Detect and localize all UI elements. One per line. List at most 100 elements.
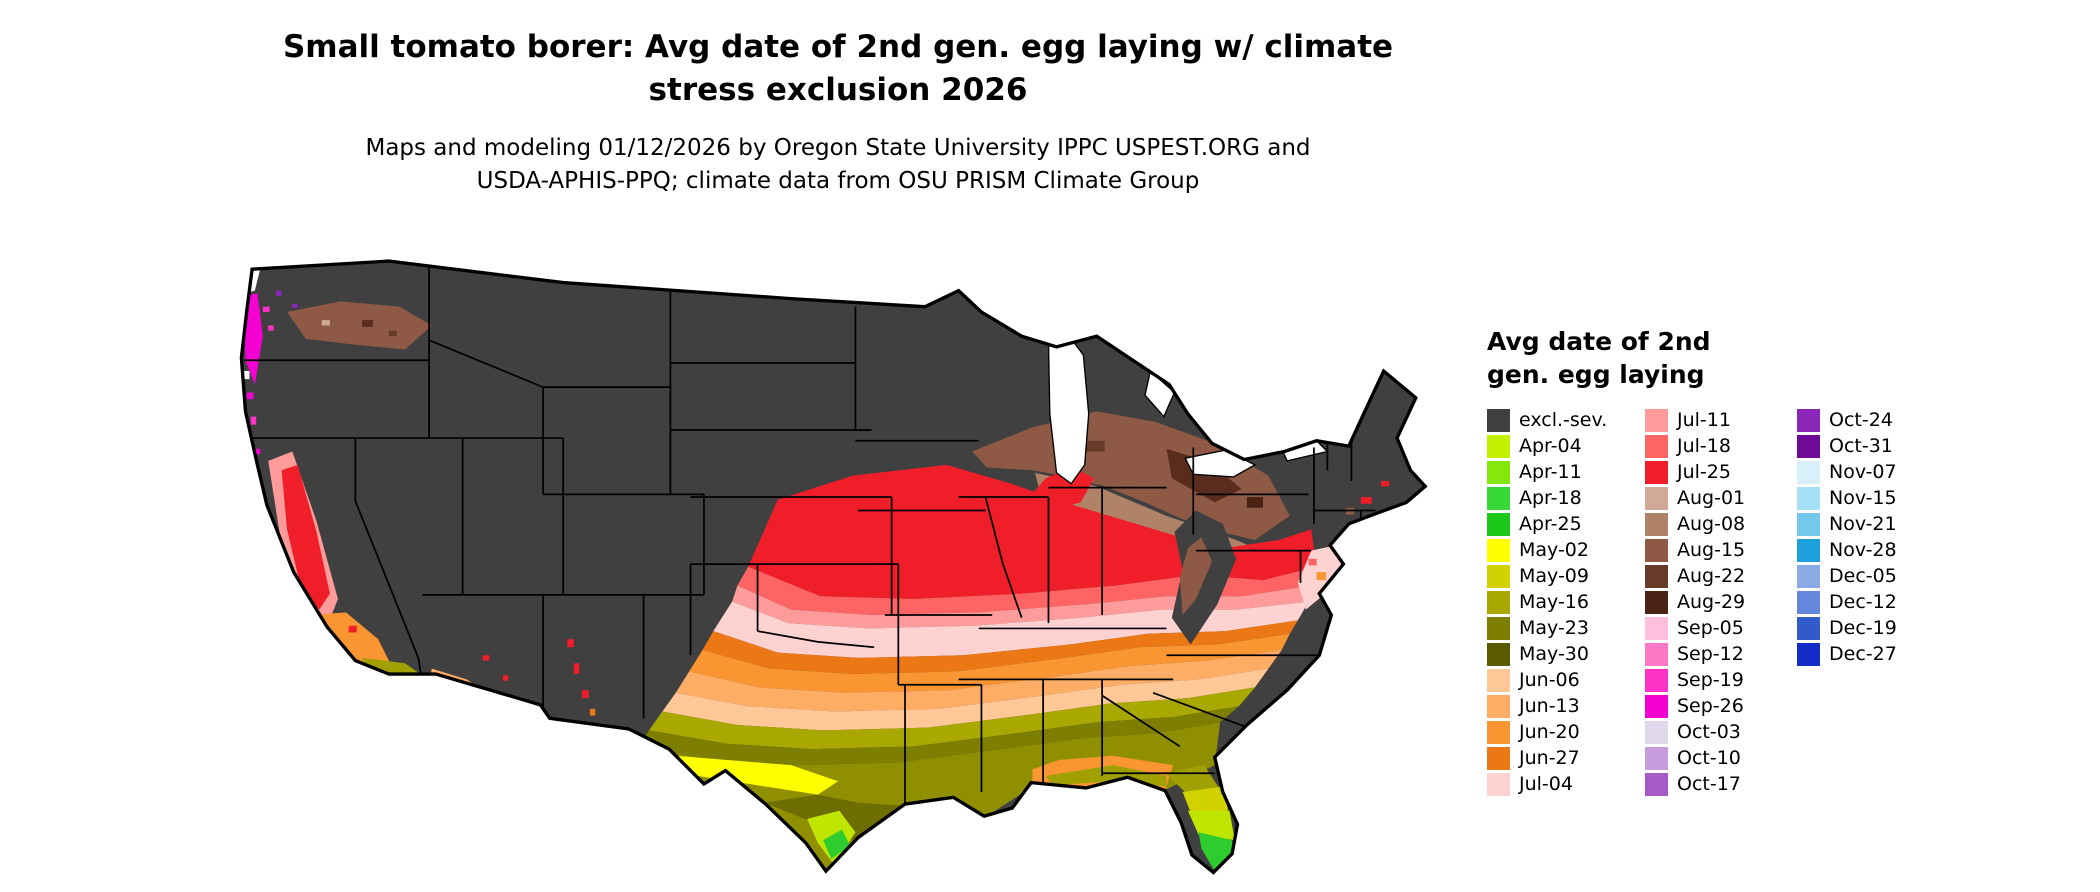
legend-swatch	[1645, 616, 1668, 640]
legend-label: Jun-27	[1519, 747, 1580, 769]
legend-swatch	[1797, 486, 1820, 510]
legend-swatch	[1487, 434, 1510, 458]
legend-label: May-16	[1519, 591, 1589, 613]
legend-swatch	[1645, 642, 1668, 666]
legend-entry: Oct-03	[1645, 719, 1797, 745]
legend-column-2: Jul-11 Jul-18 Jul-25 Aug-01 Aug-08 Aug-15 Aug-…	[1645, 407, 1797, 797]
legend-entry: May-30	[1487, 641, 1645, 667]
legend-swatch	[1797, 460, 1820, 484]
legend-label: May-30	[1519, 643, 1589, 665]
legend-entry: Jun-20	[1487, 719, 1645, 745]
legend-entry: Oct-24	[1797, 407, 1897, 433]
legend-label: Jul-18	[1677, 435, 1731, 457]
legend-entry: May-09	[1487, 563, 1645, 589]
legend-swatch	[1645, 746, 1668, 770]
legend-swatch	[1487, 460, 1510, 484]
legend-label: Oct-10	[1677, 747, 1741, 769]
legend-swatch	[1487, 720, 1510, 744]
legend-swatch	[1487, 616, 1510, 640]
legend-entry: Apr-18	[1487, 485, 1645, 511]
legend-entry: Nov-21	[1797, 511, 1897, 537]
legend-label: Sep-12	[1677, 643, 1744, 665]
page-subtitle: Maps and modeling 01/12/2026 by Oregon S…	[0, 132, 1676, 199]
legend-swatch	[1487, 772, 1510, 796]
legend-label: excl.-sev.	[1519, 409, 1608, 431]
legend-entry: Dec-05	[1797, 563, 1897, 589]
legend-label: Aug-08	[1677, 513, 1746, 535]
legend-title-line2: gen. egg laying	[1487, 359, 1705, 389]
legend-entry: Jun-13	[1487, 693, 1645, 719]
legend-label: May-23	[1519, 617, 1589, 639]
legend-swatch	[1645, 434, 1668, 458]
map-color-bands	[638, 411, 1390, 873]
legend-label: Aug-29	[1677, 591, 1746, 613]
map-legend: Avg date of 2nd gen. egg laying excl.-se…	[1487, 326, 2087, 797]
legend-swatch	[1487, 590, 1510, 614]
legend-swatch	[1797, 512, 1820, 536]
legend-swatch	[1797, 616, 1820, 640]
legend-swatch	[1797, 434, 1820, 458]
legend-entry: May-16	[1487, 589, 1645, 615]
legend-label: Oct-17	[1677, 773, 1741, 795]
legend-swatch	[1645, 772, 1668, 796]
legend-title-line1: Avg date of 2nd	[1487, 327, 1711, 356]
legend-entry: Aug-22	[1645, 563, 1797, 589]
legend-label: Oct-31	[1829, 435, 1893, 457]
legend-entry: Dec-27	[1797, 641, 1897, 667]
us-map	[228, 212, 1448, 884]
legend-entry: Jun-06	[1487, 667, 1645, 693]
legend-swatch	[1645, 590, 1668, 614]
legend-entry: Apr-25	[1487, 511, 1645, 537]
legend-label: Jun-13	[1519, 695, 1580, 717]
page-subtitle-line2: USDA-APHIS-PPQ; climate data from OSU PR…	[476, 167, 1200, 194]
legend-label: Sep-26	[1677, 695, 1744, 717]
legend-label: Apr-18	[1519, 487, 1582, 509]
legend-entry: Jun-27	[1487, 745, 1645, 771]
legend-swatch	[1487, 512, 1510, 536]
legend-swatch	[1487, 746, 1510, 770]
legend-swatch	[1645, 564, 1668, 588]
legend-swatch	[1797, 642, 1820, 666]
great-lakes	[1047, 332, 1329, 485]
legend-entry: Aug-15	[1645, 537, 1797, 563]
legend-entry: Sep-26	[1645, 693, 1797, 719]
legend-swatch	[1797, 564, 1820, 588]
legend-entry: Nov-28	[1797, 537, 1897, 563]
legend-swatch	[1645, 694, 1668, 718]
legend-swatch	[1487, 694, 1510, 718]
legend-column-1: excl.-sev. Apr-04 Apr-11 Apr-18 Apr-25 May-02…	[1487, 407, 1645, 797]
legend-entry: Sep-05	[1645, 615, 1797, 641]
legend-swatch	[1645, 486, 1668, 510]
legend-entry: Jul-04	[1487, 771, 1645, 797]
legend-swatch	[1487, 486, 1510, 510]
legend-swatch	[1645, 720, 1668, 744]
legend-entry: Jul-18	[1645, 433, 1797, 459]
legend-label: Apr-04	[1519, 435, 1582, 457]
legend-label: May-02	[1519, 539, 1589, 561]
legend-label: Aug-22	[1677, 565, 1746, 587]
legend-label: Nov-15	[1829, 487, 1897, 509]
legend-entry: Dec-12	[1797, 589, 1897, 615]
legend-entry: May-02	[1487, 537, 1645, 563]
legend-entry: Jul-25	[1645, 459, 1797, 485]
legend-entry: Aug-01	[1645, 485, 1797, 511]
legend-label: Aug-01	[1677, 487, 1746, 509]
page-title-line2: stress exclusion 2026	[648, 71, 1028, 108]
legend-swatch	[1797, 590, 1820, 614]
legend-label: Oct-24	[1829, 409, 1893, 431]
legend-entry: Jul-11	[1645, 407, 1797, 433]
legend-label: Dec-27	[1829, 643, 1897, 665]
legend-label: Jul-11	[1677, 409, 1731, 431]
legend-swatch	[1487, 538, 1510, 562]
legend-entry: Apr-04	[1487, 433, 1645, 459]
legend-swatch	[1645, 408, 1668, 432]
legend-label: Oct-03	[1677, 721, 1741, 743]
legend-label: Nov-21	[1829, 513, 1897, 535]
legend-entry: Aug-08	[1645, 511, 1797, 537]
legend-entry: excl.-sev.	[1487, 407, 1645, 433]
legend-column-3: Oct-24 Oct-31 Nov-07 Nov-15 Nov-21 Nov-28 Dec-…	[1797, 407, 1897, 667]
map-outline	[239, 259, 1428, 875]
legend-label: Sep-19	[1677, 669, 1744, 691]
legend-entry: Aug-29	[1645, 589, 1797, 615]
legend-entry: Oct-10	[1645, 745, 1797, 771]
